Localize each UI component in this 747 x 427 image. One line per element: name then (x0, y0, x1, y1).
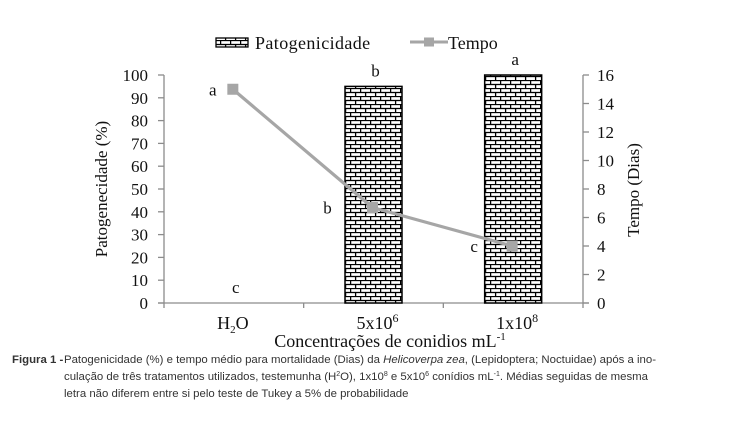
y-tick-label-right: 2 (597, 266, 606, 285)
caption-line-3: letra não diferem entre si pelo teste de… (64, 388, 408, 400)
x-tick-label: 1x108 (496, 311, 538, 333)
caption-text: letra não diferem entre si pelo teste de… (64, 388, 409, 400)
caption-sup: 6 (425, 371, 430, 378)
tempo-marker (506, 240, 518, 252)
y-tick-label-left: 100 (123, 66, 149, 85)
x-tick-label-sup: 6 (393, 311, 399, 325)
x-tick-label-base: H (217, 313, 230, 333)
caption-text: conídios mL (429, 371, 494, 383)
y-tick-label-left: 20 (131, 248, 148, 267)
caption-text: e 5x10 (387, 371, 426, 383)
y-axis-title-right: Tempo (Dias) (624, 143, 643, 237)
y-tick-label-left: 10 (131, 271, 148, 290)
combo-chart: Patogenicidade Tempo 0102030405060708090… (92, 33, 643, 351)
y-tick-label-left: 50 (131, 180, 148, 199)
bar-letter-label: c (232, 278, 240, 297)
y-tick-label-right: 12 (597, 123, 614, 142)
caption-line-1: Patogenicidade (%) e tempo médio para mo… (64, 354, 656, 366)
tempo-marker (227, 83, 239, 95)
x-axis-title-text: Concentrações de conidios mL (274, 331, 496, 351)
y-tick-label-right: 8 (597, 180, 606, 199)
y-axis-title-left: Patogenecidade (%) (92, 121, 111, 257)
caption-line-2: culação de três tratamentos utilizados, … (64, 371, 648, 383)
y-tick-label-left: 40 (131, 203, 148, 222)
bar-letter-label: a (511, 50, 519, 69)
bar (483, 74, 543, 304)
y-tick-label-right: 14 (597, 95, 615, 114)
x-axis-title: Concentrações de conidios mL-1 (274, 331, 506, 351)
caption-sup: 2 (336, 371, 341, 378)
x-tick-label-tail: O (236, 313, 249, 333)
x-tick-label-sup: 8 (532, 311, 538, 325)
caption-text: . Médias seguidas de mesma (499, 371, 649, 383)
x-tick-label-base: 5x10 (357, 313, 393, 333)
caption-species: Helicoverpa zea (383, 354, 465, 366)
legend: Patogenicidade Tempo (215, 33, 498, 53)
caption-sup: 8 (383, 371, 388, 378)
bar-letter-label: b (371, 61, 380, 80)
y-tick-label-right: 16 (597, 66, 614, 85)
x-tick-label-sub: 2 (230, 324, 236, 336)
caption-text: , (Lepidoptera; Noctuidae) após a ino- (464, 354, 657, 366)
legend-label-tempo: Tempo (448, 33, 498, 53)
labels: c b a a b c (209, 50, 519, 297)
y-tick-label-right: 0 (597, 294, 606, 313)
line-letter-label: a (209, 80, 217, 99)
x-tick-label: H2O (217, 313, 249, 336)
legend-swatch-patogenicidade (215, 37, 249, 48)
caption-sup: -1 (493, 371, 500, 378)
y-tick-label-right: 6 (597, 209, 606, 228)
line-letter-label: c (470, 237, 478, 256)
x-tick-label: 5x106 (357, 311, 399, 333)
caption-text: O), 1x10 (340, 371, 384, 383)
tempo-marker (367, 202, 378, 214)
y-tick-label-right: 10 (597, 152, 614, 171)
y-tick-label-left: 90 (131, 89, 148, 108)
legend-swatch-tempo-marker (424, 37, 434, 47)
x-tick-label-base: 1x10 (496, 313, 532, 333)
caption-label: Figura 1 - (12, 354, 64, 366)
x-axis-title-sup: -1 (497, 331, 506, 343)
bar-series (344, 74, 543, 304)
bar (344, 85, 403, 304)
y-tick-label-right: 4 (597, 237, 606, 256)
y-tick-label-left: 30 (131, 226, 148, 245)
line-series (227, 83, 518, 252)
caption-text: culação de três tratamentos utilizados, … (64, 371, 337, 383)
line-letter-label: b (323, 199, 332, 218)
legend-label-patogenicidade: Patogenicidade (255, 33, 371, 53)
caption-text: Patogenicidade (%) e tempo médio para mo… (64, 354, 384, 366)
y-tick-label-left: 60 (131, 157, 148, 176)
y-tick-label-left: 80 (131, 112, 148, 131)
y-tick-label-left: 70 (131, 134, 148, 153)
y-tick-label-left: 0 (140, 294, 149, 313)
